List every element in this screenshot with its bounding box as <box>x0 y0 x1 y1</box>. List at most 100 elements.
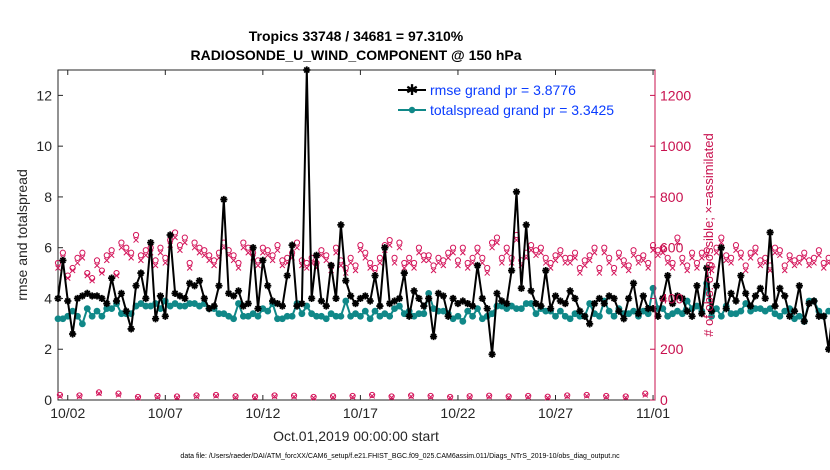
obs-daily-assimilated-point <box>252 394 258 401</box>
rmse-point <box>751 292 760 300</box>
obs-possible-point <box>128 249 135 256</box>
legend-spread-marker <box>408 106 416 114</box>
totalspread-point <box>254 312 262 320</box>
obs-assimilated-point <box>191 244 198 251</box>
right-tick-label: 200 <box>660 341 684 357</box>
obs-assimilated-point <box>279 262 286 269</box>
obs-possible-point <box>601 244 608 251</box>
obs-assimilated-point <box>489 244 495 251</box>
obs-assimilated-point <box>240 244 247 251</box>
obs-assimilated-point <box>406 260 413 266</box>
obs-assimilated-point <box>728 260 734 266</box>
obs-daily-possible-point <box>564 392 571 399</box>
obs-daily-assimilated-point <box>76 393 83 400</box>
totalspread-point <box>108 305 116 313</box>
obs-daily-assimilated-point <box>544 394 551 401</box>
obs-daily-possible-point <box>271 392 278 399</box>
obs-assimilated-point <box>108 252 115 259</box>
rmse-point <box>678 294 686 303</box>
obs-assimilated-point <box>645 265 652 271</box>
obs-daily-assimilated-point <box>330 394 336 401</box>
obs-assimilated-point <box>679 260 686 266</box>
obs-possible-point <box>718 234 725 241</box>
totalspread-point <box>795 312 803 320</box>
obs-possible-point <box>386 236 393 244</box>
rmse-point <box>298 299 306 308</box>
rmse-point <box>766 228 774 237</box>
rmse-point <box>312 251 321 259</box>
obs-daily-possible-point <box>251 393 259 400</box>
obs-possible-point <box>669 259 676 267</box>
rmse-point <box>634 310 643 318</box>
obs-daily-assimilated-point <box>525 394 532 400</box>
rmse-point <box>449 294 457 303</box>
totalspread-point <box>298 310 306 318</box>
totalspread-point <box>366 315 374 323</box>
rmse-point <box>410 287 418 295</box>
obs-possible-point <box>625 262 632 269</box>
obs-possible-point <box>118 239 125 246</box>
obs-assimilated-point <box>435 260 442 266</box>
rmse-point <box>342 277 350 285</box>
rmse-point <box>98 294 106 303</box>
rmse-point <box>434 289 443 297</box>
obs-assimilated-point <box>796 260 803 266</box>
totalspread-point <box>420 310 428 318</box>
rmse-point <box>639 292 647 300</box>
obs-assimilated-point <box>128 254 135 261</box>
obs-assimilated-point <box>333 249 339 256</box>
obs-assimilated-point <box>89 277 95 284</box>
obs-assimilated-point <box>377 260 383 266</box>
legend-rmse-marker: ✱ <box>406 81 419 99</box>
totalspread-point <box>488 310 496 318</box>
rmse-point <box>88 292 96 300</box>
obs-possible-point <box>762 254 769 261</box>
obs-assimilated-point <box>625 267 632 274</box>
rmse-point <box>498 297 506 305</box>
x-tick-label: 10/02 <box>50 405 85 421</box>
obs-daily-possible-point <box>583 391 590 399</box>
obs-possible-point <box>132 231 140 239</box>
totalspread-point <box>103 305 111 313</box>
rmse-point <box>439 292 447 300</box>
obs-daily-assimilated-point <box>447 394 454 401</box>
totalspread-point <box>717 312 725 320</box>
rmse-point <box>254 305 262 313</box>
rmse-point <box>717 244 725 252</box>
totalspread-point <box>425 289 433 297</box>
obs-assimilated-point <box>157 249 164 256</box>
obs-assimilated-point <box>811 260 817 266</box>
obs-assimilated-point <box>396 244 403 251</box>
rmse-point <box>356 294 365 303</box>
obs-possible-point <box>703 247 710 254</box>
totalspread-point <box>142 302 150 310</box>
obs-possible-point <box>757 257 764 264</box>
obs-assimilated-point <box>274 247 281 254</box>
obs-assimilated-point <box>206 257 213 264</box>
obs-daily-assimilated-point <box>213 393 219 399</box>
obs-daily-possible-point <box>232 393 239 400</box>
rmse-point <box>395 294 404 303</box>
obs-possible-point <box>801 249 808 256</box>
totalspread-point <box>552 312 559 320</box>
rmse-point <box>488 350 496 358</box>
obs-assimilated-point <box>723 257 730 264</box>
obs-daily-assimilated-point <box>310 394 317 401</box>
legend-rmse-label: rmse grand pr = 3.8776 <box>430 82 576 98</box>
obs-assimilated-point <box>416 249 422 256</box>
rmse-point <box>581 312 589 320</box>
obs-daily-assimilated-point <box>505 394 512 401</box>
obs-assimilated-point <box>494 239 500 246</box>
rmse-point <box>181 294 189 303</box>
rmse-point <box>103 299 111 308</box>
rmse-point <box>200 294 208 303</box>
obs-daily-assimilated-point <box>271 393 278 400</box>
obs-possible-point <box>474 244 481 251</box>
totalspread-point <box>342 297 350 305</box>
obs-possible-point <box>610 264 618 272</box>
left-tick-label: 4 <box>44 290 52 306</box>
obs-possible-point <box>103 252 110 259</box>
totalspread-point <box>522 300 530 307</box>
obs-daily-possible-point <box>408 392 415 399</box>
rmse-point <box>771 302 779 310</box>
